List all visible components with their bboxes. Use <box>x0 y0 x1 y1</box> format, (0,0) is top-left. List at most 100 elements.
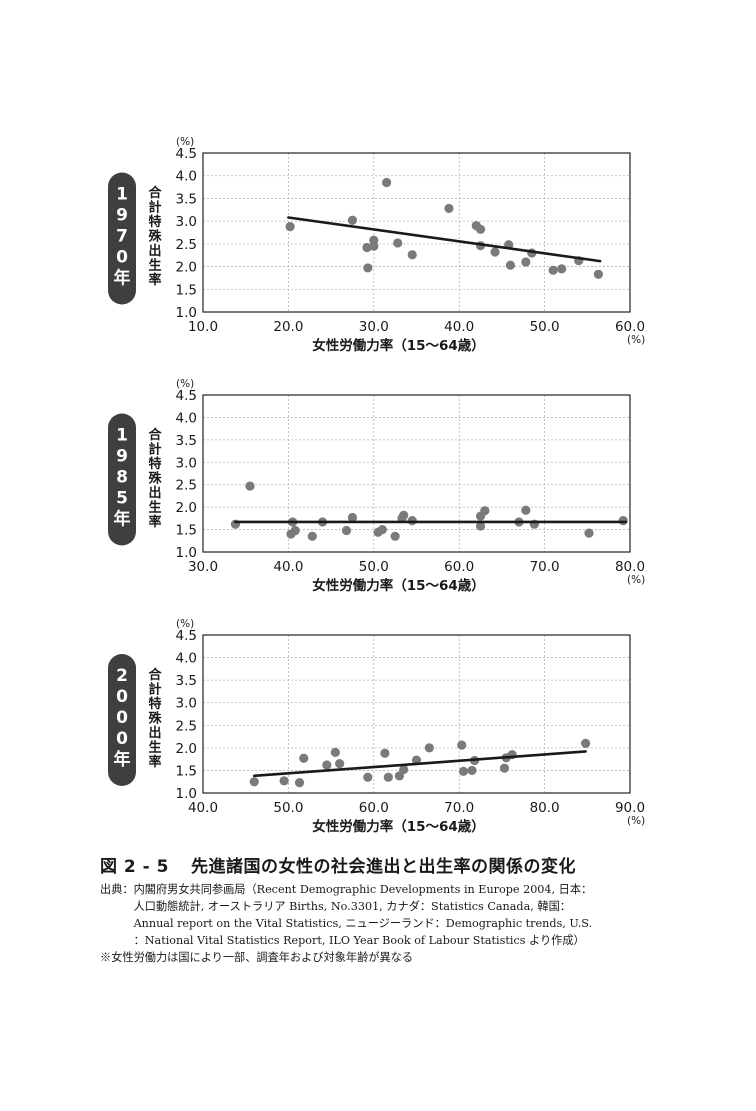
source-note: ※女性労働力は国により一部、調査年および対象年齢が異なる <box>100 951 414 964</box>
data-point <box>347 512 358 523</box>
data-point <box>458 766 469 776</box>
data-point <box>407 516 417 526</box>
data-point <box>377 524 387 535</box>
y-tick-label: 3.0 <box>176 696 197 712</box>
y-unit-label: (%) <box>176 378 194 390</box>
data-point <box>399 510 409 520</box>
source-line: 人口動態統計, オーストラリア Births, No.3301, カナダ：Sta… <box>133 900 571 913</box>
y-tick-label: 1.5 <box>176 282 197 298</box>
y-tick-label: 2.0 <box>176 500 197 516</box>
data-point <box>369 235 379 245</box>
data-point <box>618 516 628 526</box>
data-point <box>411 755 422 765</box>
data-point <box>499 763 510 773</box>
data-point <box>407 250 417 260</box>
y-tick-label: 4.5 <box>176 628 197 644</box>
trend-line <box>287 216 602 263</box>
y-tick-label: 2.5 <box>176 718 197 734</box>
x-unit-label: (%) <box>627 574 645 586</box>
data-point <box>584 528 594 538</box>
data-point <box>383 772 393 782</box>
y-tick-label: 4.5 <box>176 146 197 162</box>
x-tick-label: 70.0 <box>444 800 474 816</box>
data-point <box>294 778 305 788</box>
y-tick-label: 4.0 <box>176 410 197 426</box>
year-badge <box>108 413 136 546</box>
data-point <box>593 269 604 279</box>
source-line: ：National Vital Statistics Report, ILO Y… <box>133 934 585 947</box>
data-point <box>322 760 332 770</box>
y-tick-label: 2.0 <box>176 741 197 757</box>
x-tick-label: 50.0 <box>530 319 560 335</box>
y-axis-label: 合計特殊出生率 <box>148 667 162 770</box>
plot-frame <box>202 394 631 553</box>
y-tick-label: 3.5 <box>176 433 197 449</box>
data-point <box>480 506 490 516</box>
data-point <box>580 738 591 748</box>
chart-panel-2: 1.0 1.5 2.0 2.5 3.0 3.5 4.0 4.5 30.0 40.0 50.0 60.0… <box>108 378 645 594</box>
data-point <box>279 776 289 786</box>
data-point <box>399 764 409 775</box>
data-point <box>444 203 454 214</box>
x-axis-label: 女性労働力率（15〜64歳） <box>312 818 485 835</box>
data-point <box>393 238 403 248</box>
data-point <box>490 247 500 257</box>
plot-frame <box>202 152 631 313</box>
trend-line <box>252 750 587 778</box>
y-axis-label: 合計特殊出生率 <box>148 427 162 530</box>
y-tick-label: 4.0 <box>176 651 197 667</box>
y-tick-label: 3.0 <box>176 214 197 230</box>
x-tick-label: 60.0 <box>444 559 474 575</box>
data-point <box>330 747 340 757</box>
x-tick-label: 80.0 <box>530 800 560 816</box>
x-unit-label: (%) <box>627 334 645 346</box>
data-point <box>299 753 309 763</box>
x-tick-label: 40.0 <box>273 559 303 575</box>
data-point <box>380 748 390 758</box>
data-point <box>362 242 372 253</box>
y-tick-label: 3.5 <box>176 191 197 207</box>
data-point <box>467 765 477 776</box>
figure-number: 図 2 - 5 <box>100 857 169 877</box>
figure-title: 先進諸国の女性の社会進出と出生率の関係の変化 <box>190 857 576 877</box>
data-point <box>341 525 352 536</box>
data-point <box>285 221 295 232</box>
data-point <box>390 531 400 541</box>
y-tick-label: 3.5 <box>176 673 197 689</box>
data-point <box>424 743 434 753</box>
data-point <box>290 525 300 536</box>
data-point <box>457 740 467 750</box>
x-tick-label: 30.0 <box>359 319 389 335</box>
x-tick-label: 20.0 <box>273 319 303 335</box>
data-point <box>307 531 317 541</box>
x-tick-label: 60.0 <box>359 800 389 816</box>
y-tick-label: 1.0 <box>176 305 197 321</box>
x-tick-label: 60.0 <box>615 319 645 335</box>
x-tick-label: 40.0 <box>188 800 218 816</box>
plot-frame <box>202 634 631 794</box>
data-point <box>249 777 259 787</box>
y-tick-label: 4.5 <box>176 388 197 404</box>
data-point <box>505 260 516 270</box>
data-point <box>347 215 358 225</box>
source-line: Annual report on the Vital Statistics, ニ… <box>133 917 593 930</box>
x-tick-label: 50.0 <box>273 800 303 816</box>
source-block: 出典： 内閣府男女共同参画局（Recent Demographic Develo… <box>100 881 660 966</box>
data-point <box>363 263 373 273</box>
charts-figure: 1.0 1.5 2.0 2.5 3.0 3.5 4.0 4.5 10.0 20.0 30.0 40.0… <box>108 136 645 835</box>
x-tick-label: 70.0 <box>530 559 560 575</box>
figure-caption: 図 2 - 5 先進諸国の女性の社会進出と出生率の関係の変化 <box>100 852 576 877</box>
y-tick-label: 2.5 <box>176 237 197 253</box>
y-tick-label: 4.0 <box>176 169 197 185</box>
y-tick-label: 1.0 <box>176 786 197 802</box>
x-axis-label: 女性労働力率（15〜64歳） <box>312 337 485 354</box>
data-point <box>335 759 345 769</box>
x-tick-label: 10.0 <box>188 319 218 335</box>
x-unit-label: (%) <box>627 815 645 827</box>
x-tick-label: 50.0 <box>359 559 389 575</box>
y-unit-label: (%) <box>176 618 194 630</box>
y-unit-label: (%) <box>176 136 194 148</box>
